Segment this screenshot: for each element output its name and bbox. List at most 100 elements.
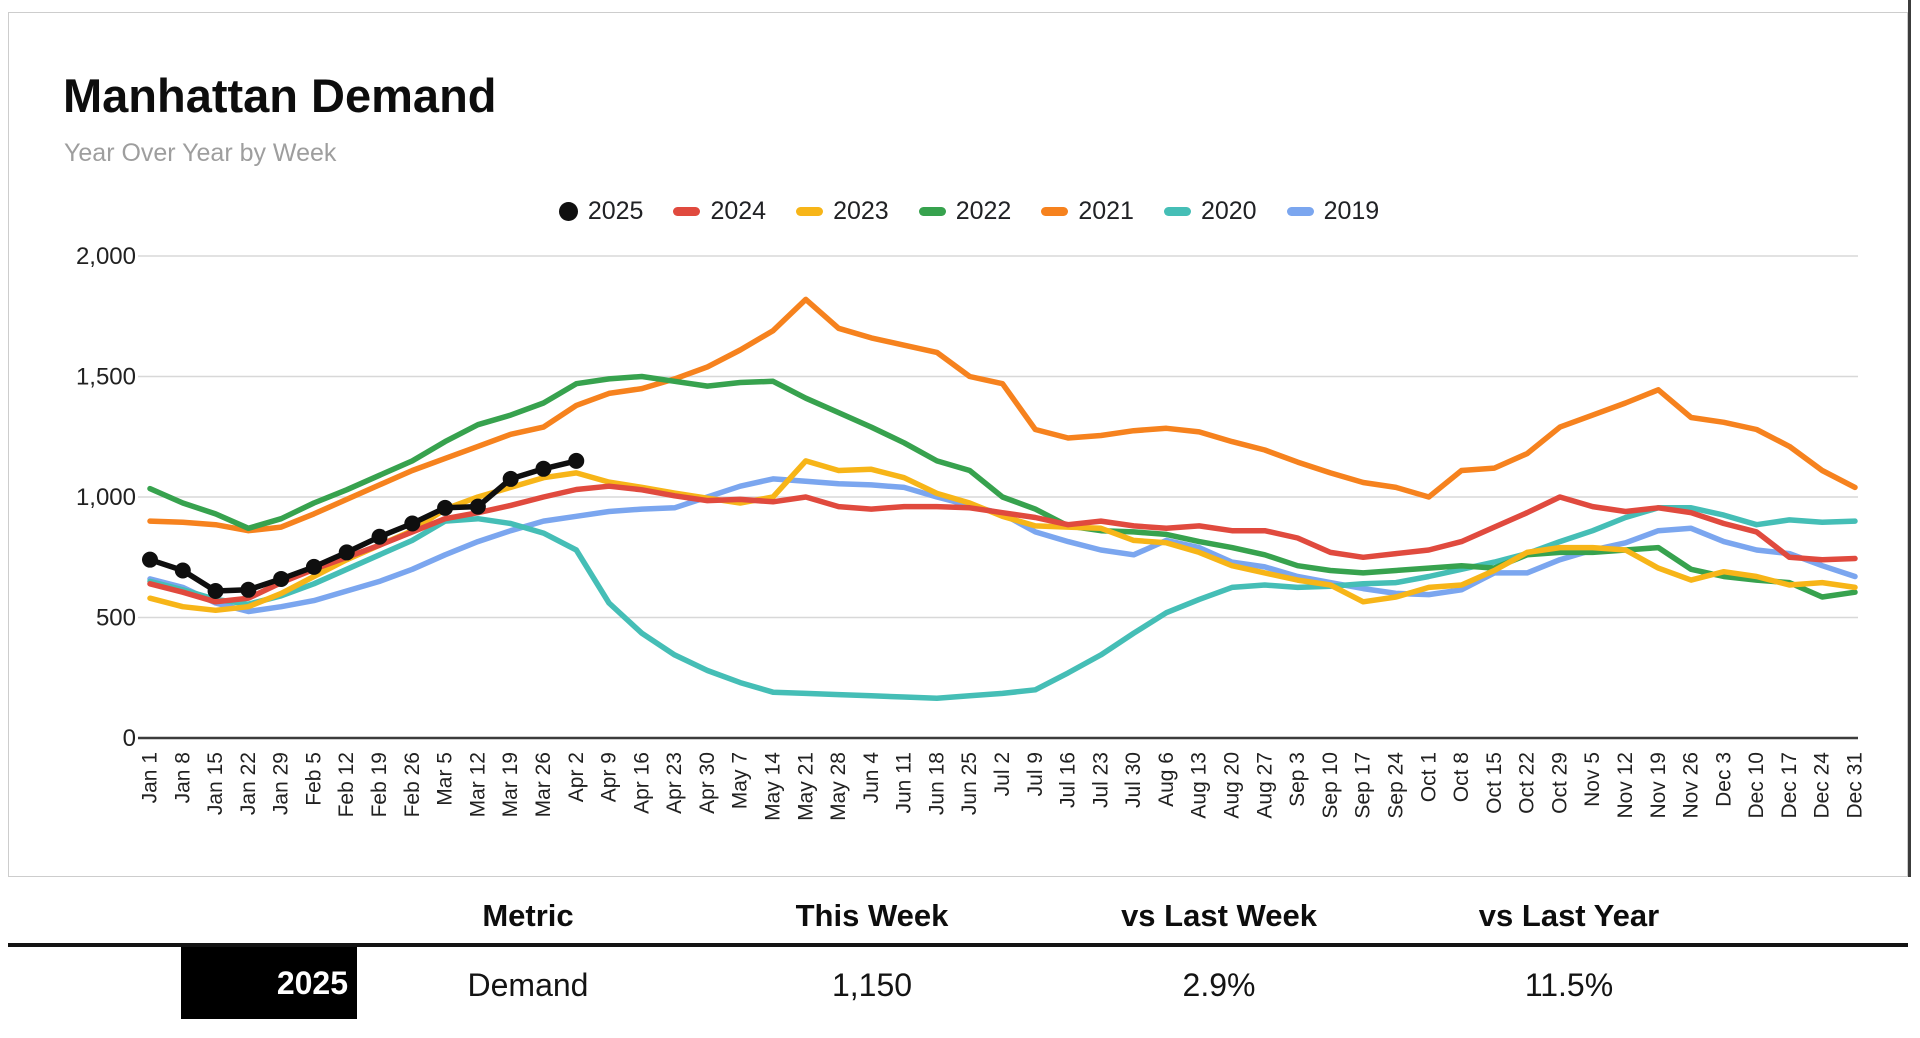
legend-item-2022[interactable]: 2022	[918, 197, 1012, 226]
legend-item-2025[interactable]: 2025	[558, 197, 644, 226]
series-line-2022	[147, 373, 1858, 600]
x-tick-jun-18: Jun 18	[925, 752, 948, 815]
y-tick-0: 0	[123, 725, 136, 752]
legend-line-swatch-2019	[1286, 207, 1314, 216]
x-tick-may-28: May 28	[827, 752, 850, 821]
legend-item-2019[interactable]: 2019	[1286, 197, 1380, 226]
y-tick-2000: 2,000	[76, 243, 136, 270]
legend-label-2022: 2022	[955, 197, 1012, 225]
x-tick-jan-1: Jan 1	[139, 752, 162, 803]
cell-this-week: 1,150	[831, 967, 913, 1003]
demand-line-chart: 0 500 1,000 1,500 2,000 Jan 1 Jan 8 Jan 15 Jan 2…	[76, 243, 1867, 821]
col-header-this-week: This Week	[795, 898, 949, 933]
x-tick-mar-26: Mar 26	[532, 752, 555, 817]
legend-label-2019: 2019	[1323, 197, 1380, 225]
x-tick-dec-31: Dec 31	[1844, 752, 1867, 819]
x-tick-aug-20: Aug 20	[1221, 752, 1244, 819]
x-tick-jul-23: Jul 23	[1089, 752, 1112, 808]
legend-label-2023: 2023	[833, 197, 889, 225]
cell-vs-last-week: 2.9%	[1182, 967, 1256, 1003]
x-tick-aug-13: Aug 13	[1188, 752, 1211, 819]
x-tick-sep-10: Sep 10	[1319, 752, 1342, 819]
x-tick-dec-17: Dec 17	[1778, 752, 1801, 819]
x-tick-jan-29: Jan 29	[270, 752, 293, 815]
cell-metric: Demand	[467, 967, 589, 1003]
series-point-2025-feb-12	[338, 544, 355, 561]
x-tick-jan-22: Jan 22	[237, 752, 260, 815]
legend-line-swatch-2023	[796, 207, 824, 216]
table-header-divider	[8, 943, 1908, 947]
legend-dot-swatch-2025	[558, 202, 578, 221]
chart-legend: 2025 2024 2023 2022 2021 2020 2019	[9, 197, 1920, 226]
window-right-edge	[1908, 0, 1911, 1038]
series-point-2025-feb-5	[305, 558, 322, 575]
x-tick-apr-30: Apr 30	[696, 752, 719, 814]
x-tick-nov-5: Nov 5	[1581, 752, 1604, 807]
x-tick-apr-9: Apr 9	[598, 752, 621, 802]
legend-label-2021: 2021	[1078, 197, 1134, 225]
x-tick-sep-3: Sep 3	[1286, 752, 1309, 807]
x-tick-oct-29: Oct 29	[1548, 752, 1571, 814]
x-tick-mar-5: Mar 5	[434, 752, 457, 806]
series-line-2020	[147, 505, 1858, 701]
series-line-2023	[147, 458, 1858, 614]
page-subtitle: Year Over Year by Week	[64, 139, 337, 167]
x-tick-may-21: May 21	[794, 752, 817, 821]
legend-item-2021[interactable]: 2021	[1041, 197, 1134, 226]
y-tick-500: 500	[96, 605, 136, 632]
x-tick-sep-17: Sep 17	[1352, 752, 1375, 819]
series-line-2021	[147, 296, 1858, 534]
x-tick-may-14: May 14	[761, 752, 784, 821]
col-header-vs-last-week: vs Last Week	[1121, 898, 1317, 933]
x-tick-mar-19: Mar 19	[499, 752, 522, 817]
legend-label-2020: 2020	[1200, 197, 1257, 225]
x-tick-feb-19: Feb 19	[368, 752, 391, 817]
x-tick-oct-15: Oct 15	[1483, 752, 1506, 814]
chart-card: Manhattan Demand Year Over Year by Week …	[8, 12, 1908, 877]
x-tick-apr-2: Apr 2	[565, 752, 588, 802]
cell-vs-last-year: 11.5%	[1524, 967, 1614, 1003]
x-tick-nov-19: Nov 19	[1647, 752, 1670, 819]
summary-table: Metric This Week vs Last Week vs Last Ye…	[0, 877, 1920, 1038]
x-tick-jun-25: Jun 25	[958, 752, 981, 815]
legend-label-2025: 2025	[587, 197, 644, 225]
x-tick-jan-15: Jan 15	[204, 752, 227, 815]
x-tick-jul-2: Jul 2	[991, 752, 1014, 796]
x-tick-apr-16: Apr 16	[630, 752, 653, 814]
x-tick-jul-16: Jul 16	[1057, 752, 1080, 808]
series-point-2025-jan-15	[207, 582, 224, 599]
x-tick-jun-11: Jun 11	[893, 752, 916, 814]
series-point-2025-jan-29	[273, 570, 290, 587]
x-tick-jul-9: Jul 9	[1024, 752, 1047, 796]
legend-line-swatch-2021	[1041, 207, 1069, 216]
legend-item-2024[interactable]: 2024	[673, 197, 766, 226]
x-tick-nov-12: Nov 12	[1614, 752, 1637, 819]
page-title: Manhattan Demand	[63, 69, 497, 122]
series-point-2025-mar-19	[502, 470, 519, 487]
y-tick-1000: 1,000	[76, 484, 136, 511]
legend-item-2023[interactable]: 2023	[796, 197, 889, 226]
x-tick-feb-5: Feb 5	[302, 752, 325, 806]
x-tick-apr-23: Apr 23	[663, 752, 686, 814]
x-tick-dec-24: Dec 24	[1811, 752, 1834, 819]
x-tick-oct-22: Oct 22	[1516, 752, 1539, 814]
legend-label-2024: 2024	[710, 197, 767, 225]
x-tick-oct-8: Oct 8	[1450, 752, 1473, 802]
legend-item-2020[interactable]: 2020	[1163, 197, 1257, 226]
x-tick-sep-24: Sep 24	[1384, 752, 1407, 819]
series-point-2025-feb-26	[404, 515, 421, 532]
series-line-2024	[147, 483, 1858, 605]
x-tick-nov-26: Nov 26	[1680, 752, 1703, 819]
x-tick-dec-10: Dec 10	[1745, 752, 1768, 819]
x-tick-aug-6: Aug 6	[1155, 752, 1178, 807]
x-tick-may-7: May 7	[729, 752, 752, 809]
x-tick-oct-1: Oct 1	[1417, 752, 1440, 802]
x-tick-jun-4: Jun 4	[860, 752, 883, 804]
series-point-2025-mar-12	[469, 498, 486, 515]
series-point-2025-jan-1	[142, 551, 158, 568]
x-tick-jul-30: Jul 30	[1122, 752, 1145, 808]
legend-line-swatch-2020	[1163, 207, 1191, 216]
x-tick-feb-26: Feb 26	[401, 752, 424, 817]
x-tick-mar-12: Mar 12	[466, 752, 489, 817]
